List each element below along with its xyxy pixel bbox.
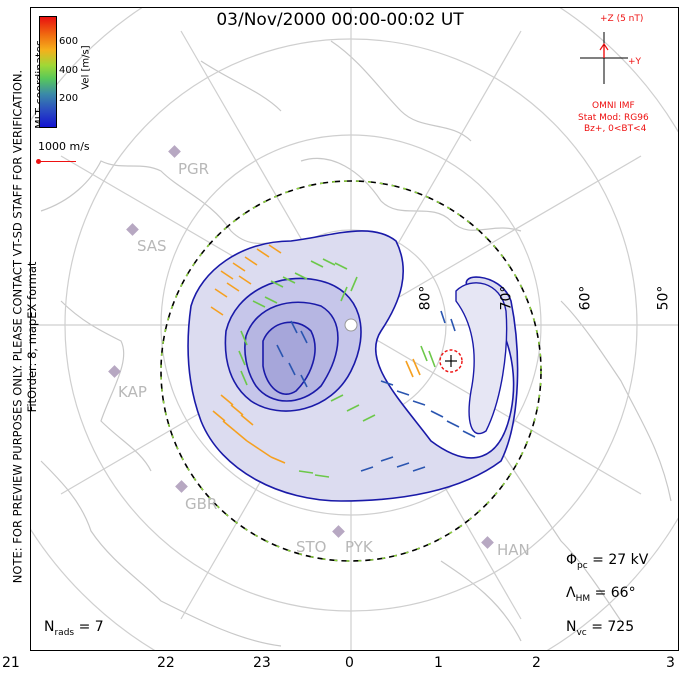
lat-label-80: 80° xyxy=(417,285,434,311)
hm-boundary-vectors xyxy=(160,180,542,562)
colorbar-tick-400: 400 xyxy=(59,65,79,76)
mlt-tick-2: 2 xyxy=(532,655,541,671)
map-title: 03/Nov/2000 00:00-00:02 UT xyxy=(216,10,464,30)
hm-latitude: ΛHM = 66° xyxy=(566,585,636,604)
scale-vector-origin xyxy=(36,159,41,164)
vector-count: Nvc = 725 xyxy=(566,619,635,638)
scale-label: 1000 m/s xyxy=(38,140,90,153)
imf-y-label: +Y xyxy=(628,57,642,67)
mlt-tick-23: 23 xyxy=(253,655,271,671)
imf-z-label: +Z (5 nT) xyxy=(600,14,644,24)
lat-label-60: 60° xyxy=(577,285,594,311)
pole-marker xyxy=(344,318,358,332)
imf-condition: Bz+, 0<BT<4 xyxy=(584,124,647,134)
mlt-tick-3: 3 xyxy=(666,655,675,671)
mlt-tick-0: 0 xyxy=(345,655,354,671)
station-pyk: PYK xyxy=(345,538,373,556)
map-frame xyxy=(30,7,679,651)
preview-note: NOTE: FOR PREVIEW PURPOSES ONLY. PLEASE … xyxy=(10,69,25,584)
lat-label-70: 70° xyxy=(498,285,515,311)
lat-label-50: 50° xyxy=(655,285,672,311)
velocity-colorbar xyxy=(39,16,57,128)
imf-clock xyxy=(580,32,628,84)
convection-cells xyxy=(187,230,519,502)
station-sas: SAS xyxy=(137,237,167,255)
cross-polar-potential: Φpc = 27 kV xyxy=(566,552,649,571)
mlt-tick-21: 21 xyxy=(2,655,20,671)
imf-source: OMNI IMF xyxy=(592,101,635,111)
velocity-vectors xyxy=(210,244,476,478)
polar-map xyxy=(31,8,678,650)
mlt-tick-1: 1 xyxy=(434,655,443,671)
colorbar-tick-600: 600 xyxy=(59,36,79,47)
station-markers xyxy=(108,145,494,549)
mlt-tick-22: 22 xyxy=(157,655,175,671)
stat-model: Stat Mod: RG96 xyxy=(578,113,649,123)
scale-vector xyxy=(38,161,76,162)
station-han: HAN xyxy=(497,541,530,559)
colorbar-tick-200: 200 xyxy=(59,93,79,104)
colorbar-label: Vel [m/s] xyxy=(80,45,92,90)
station-kap: KAP xyxy=(118,383,147,401)
station-gbr: GBR xyxy=(185,495,218,513)
station-pgr: PGR xyxy=(178,160,210,178)
station-sto: STO xyxy=(296,538,327,556)
radar-count: Nrads = 7 xyxy=(44,619,104,638)
